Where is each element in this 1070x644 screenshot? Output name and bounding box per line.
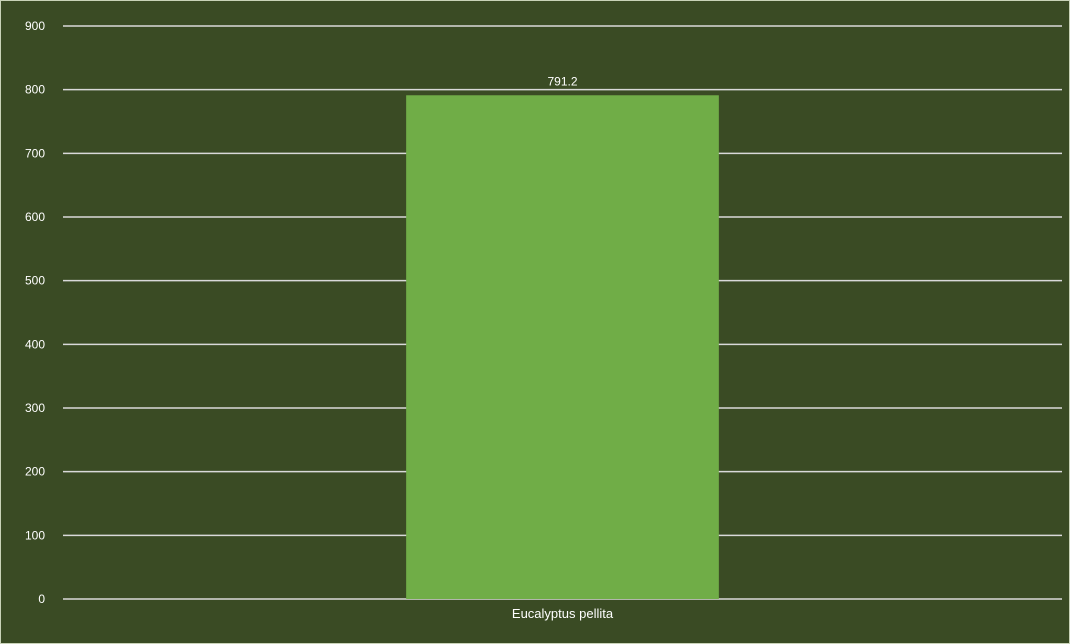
x-tick-label: Eucalyptus pellita — [512, 606, 614, 621]
bar — [406, 95, 719, 599]
y-tick-label: 800 — [25, 83, 45, 97]
y-axis-tick-labels: 0 100 200 300 400 500 600 700 800 900 — [25, 19, 45, 606]
y-tick-label: 300 — [25, 401, 45, 415]
y-tick-label: 0 — [38, 592, 45, 606]
y-tick-label: 400 — [25, 337, 45, 351]
y-tick-label: 600 — [25, 210, 45, 224]
y-tick-label: 900 — [25, 19, 45, 33]
bar-value-label: 791.2 — [547, 74, 577, 88]
x-axis-tick-labels: Eucalyptus pellita — [512, 606, 614, 621]
y-tick-label: 100 — [25, 528, 45, 542]
bars — [406, 95, 719, 599]
y-tick-label: 700 — [25, 146, 45, 160]
y-tick-label: 500 — [25, 274, 45, 288]
y-tick-label: 200 — [25, 465, 45, 479]
data-labels: 791.2 — [547, 74, 577, 88]
